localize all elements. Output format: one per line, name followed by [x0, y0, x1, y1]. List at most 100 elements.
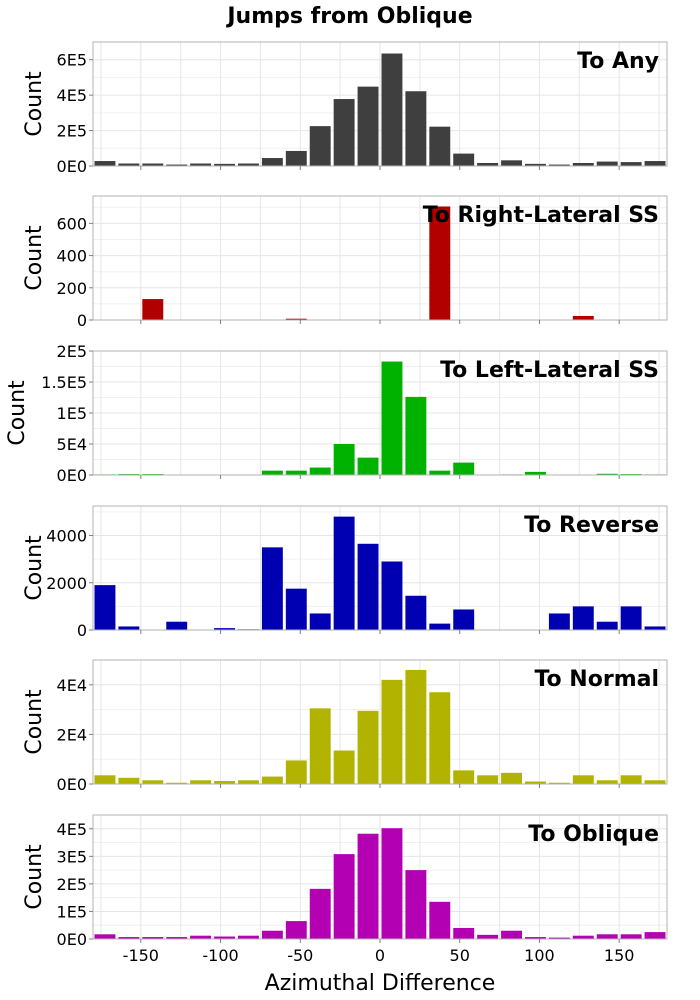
bar: [429, 901, 451, 939]
y-tick-label: 0E0: [57, 466, 87, 485]
bar: [261, 930, 283, 939]
bar: [261, 470, 283, 475]
panel-to-right-lateral-ss: 0 200 400 600 Count To Right-Lateral SS: [22, 195, 668, 330]
y-axis-label: Count: [22, 71, 47, 137]
bar: [525, 163, 546, 166]
x-tick-label: 100: [524, 946, 555, 965]
y-axis-label: Count: [22, 689, 47, 755]
bar: [405, 870, 427, 939]
bar: [285, 318, 307, 320]
figure-title: Jumps from Oblique: [225, 4, 472, 29]
panel-title: To Any: [577, 49, 659, 74]
y-axis-label: Count: [22, 844, 47, 910]
bar: [453, 153, 475, 166]
bar: [214, 628, 235, 630]
y-tick-label: 4000: [46, 527, 87, 546]
bar: [501, 160, 522, 166]
bar: [94, 585, 116, 630]
bar: [357, 833, 379, 939]
y-tick-label: 2000: [46, 574, 87, 593]
bar: [94, 161, 116, 166]
bar: [525, 471, 546, 475]
bar: [214, 163, 235, 166]
x-tick-label: 50: [450, 946, 470, 965]
bar: [309, 126, 331, 166]
x-tick-label: 0: [375, 946, 385, 965]
y-tick-label: 0: [77, 311, 87, 330]
y-tick-label: 0E0: [57, 775, 87, 794]
bar: [453, 609, 475, 630]
bar: [333, 99, 355, 166]
bar: [572, 162, 594, 166]
bar: [525, 937, 546, 939]
bar: [190, 780, 212, 784]
bar: [429, 692, 451, 784]
bar: [333, 854, 355, 939]
bar: [644, 161, 666, 166]
bar: [214, 936, 235, 939]
bar: [357, 710, 379, 784]
bar: [596, 934, 618, 939]
bar: [285, 921, 307, 939]
bar: [572, 606, 594, 630]
bar: [405, 91, 427, 166]
bar: [285, 760, 307, 784]
bar: [166, 164, 188, 166]
bar: [381, 561, 403, 630]
bar: [644, 780, 666, 784]
bar: [548, 782, 570, 784]
bar: [190, 935, 212, 939]
bar: [477, 162, 499, 166]
x-tick-label: 150: [604, 946, 635, 965]
y-tick-label: 1E5: [57, 902, 87, 921]
bar: [596, 780, 618, 784]
y-axis-label: Count: [22, 535, 47, 601]
bar: [572, 935, 594, 939]
x-tick-label: -50: [287, 946, 313, 965]
bar: [644, 932, 666, 939]
y-tick-label: 400: [56, 247, 87, 266]
bar: [620, 162, 642, 166]
bar: [333, 516, 355, 630]
bar: [309, 467, 331, 475]
panel-title: To Normal: [534, 667, 659, 692]
bar: [381, 53, 403, 167]
bar: [572, 315, 594, 320]
panels-group: 0E0 2E5 4E5 6E5 Count To Any 0 200 400 600 Count To…: [5, 41, 668, 965]
bar: [238, 935, 259, 939]
bar: [333, 444, 355, 475]
bar: [142, 163, 164, 166]
bar: [166, 937, 188, 939]
bar: [477, 934, 499, 939]
bar: [142, 780, 164, 784]
bar: [118, 777, 140, 784]
bar: [596, 161, 618, 166]
bar: [309, 888, 331, 939]
bar: [525, 781, 546, 784]
y-tick-label: 0E0: [57, 157, 87, 176]
bar: [620, 606, 642, 630]
bar: [261, 547, 283, 630]
bar: [381, 828, 403, 939]
bar: [166, 621, 188, 630]
bar: [477, 775, 499, 784]
bar: [118, 937, 140, 939]
y-tick-label: 6E5: [57, 51, 87, 70]
bar: [285, 470, 307, 475]
bar: [572, 775, 594, 784]
bar: [429, 126, 451, 166]
x-tick-label: -150: [123, 946, 159, 965]
y-tick-label: 2E5: [57, 342, 87, 361]
bar: [405, 595, 427, 630]
bar: [548, 164, 570, 166]
bar: [429, 623, 451, 630]
bar: [333, 750, 355, 784]
y-tick-label: 200: [56, 279, 87, 298]
bar: [429, 206, 451, 320]
panel-to-normal: 0E0 2E4 4E4 Count To Normal: [22, 659, 668, 794]
panel-title: To Right-Lateral SS: [423, 203, 659, 228]
bar: [118, 626, 140, 630]
y-tick-label: 4E4: [57, 676, 87, 695]
